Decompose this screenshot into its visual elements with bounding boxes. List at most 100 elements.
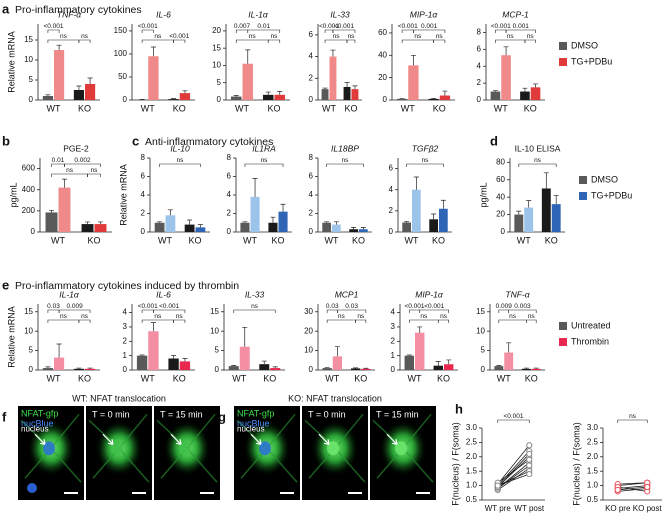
bar <box>330 57 337 100</box>
chart-title: IL-1α <box>248 9 269 19</box>
sig-label: 0.009 <box>496 303 513 310</box>
y-tick-label: 0 <box>29 365 34 374</box>
error-bar <box>157 222 162 223</box>
error-bar <box>352 86 357 89</box>
y-tick-label: 4 <box>309 190 314 199</box>
bar <box>263 95 274 100</box>
y-tick-label: 3.0 <box>587 423 599 432</box>
bar <box>322 223 331 232</box>
bar <box>148 56 158 100</box>
error-bar <box>281 204 286 211</box>
sig-label: ns <box>422 157 430 164</box>
legend-swatch <box>579 192 587 200</box>
sig-label: ns <box>81 33 89 40</box>
y-tick-label: 150 <box>114 26 128 35</box>
bar <box>491 92 501 100</box>
sig-label: ns <box>440 313 448 320</box>
y-tick-label: 0 <box>383 95 388 104</box>
legend-label: DMSO <box>571 40 598 50</box>
sig-bracket <box>174 40 185 43</box>
error-bar <box>262 361 267 364</box>
y-tick-label: 1 <box>123 351 128 360</box>
y-tick-label: 4 <box>141 190 146 199</box>
bar <box>429 219 438 232</box>
error-bar <box>234 96 239 97</box>
pair-line <box>498 451 530 486</box>
error-bar <box>88 78 93 84</box>
x-tick-label: KO <box>545 235 558 245</box>
bar <box>552 204 561 232</box>
sig-label: <0.001 <box>138 303 158 310</box>
y-tick-label: 5 <box>481 346 486 355</box>
y-tick-label: 6 <box>227 172 232 181</box>
bar <box>440 96 450 100</box>
bar <box>54 50 64 100</box>
legend-label: Untreated <box>571 320 611 330</box>
error-bar <box>361 227 366 229</box>
sig-bracket <box>347 40 355 43</box>
sig-bracket <box>48 30 59 33</box>
sig-label: <0.001 <box>398 23 418 30</box>
bar <box>243 64 254 100</box>
bar <box>524 208 533 232</box>
sig-bracket <box>79 320 90 323</box>
sig-label: ns <box>81 313 89 320</box>
sig-bracket <box>495 40 525 43</box>
error-bar <box>411 55 416 65</box>
bar <box>85 84 95 100</box>
x-tick-label: WT <box>141 103 155 113</box>
chart-title: IL-33 <box>245 289 265 299</box>
sig-bracket <box>434 40 445 43</box>
x-tick-label: KO post <box>633 504 663 513</box>
y-tick-label: 0.5 <box>587 495 599 504</box>
legend-swatch <box>559 58 567 66</box>
sig-label: 0.003 <box>514 303 531 310</box>
error-bar <box>76 86 81 90</box>
point <box>527 457 532 462</box>
x-tick-label: KO <box>524 103 537 113</box>
y-tick-label: 100 <box>114 49 128 58</box>
point <box>495 483 500 488</box>
legend-label: TG+PDBu <box>591 190 632 200</box>
x-tick-label: KO <box>344 103 357 113</box>
y-tick-label: 4 <box>477 61 482 70</box>
point <box>645 484 650 489</box>
sig-label: ns <box>357 313 365 320</box>
chart-title: IL-33 <box>330 9 350 19</box>
y-tick-label: 2 <box>309 209 314 218</box>
error-bar <box>171 356 176 359</box>
sig-label: ns <box>338 313 346 320</box>
chart-title: IL-1α <box>59 289 80 299</box>
legend-label: TG+PDBu <box>571 56 612 66</box>
error-bar <box>242 222 247 223</box>
sig-label: ns <box>60 313 68 320</box>
y-tick-label: 4 <box>123 308 128 317</box>
bar <box>229 366 239 370</box>
x-tick-label: WT <box>47 103 61 113</box>
sig-label: <0.001 <box>169 33 189 40</box>
point <box>527 463 532 468</box>
section-title: Pro-inflammatory cytokines induced by th… <box>15 280 239 292</box>
y-tick-label: 2.5 <box>587 438 599 447</box>
bar <box>501 55 511 100</box>
bar <box>532 369 541 370</box>
error-bar <box>446 360 451 364</box>
sig-label: <0.001 <box>404 303 424 310</box>
y-tick-label: 3 <box>391 322 396 331</box>
error-bar <box>533 84 538 87</box>
sig-bracket <box>142 40 174 43</box>
error-bar <box>436 361 441 365</box>
y-tick-label: 600 <box>22 164 36 173</box>
y-tick-label: 0 <box>29 95 34 104</box>
y-axis-label: F(nucleus) / F(soma) <box>571 422 581 506</box>
y-tick-label: 15 <box>212 43 221 52</box>
point <box>527 443 532 448</box>
legend-label: Thrombin <box>571 336 609 346</box>
y-tick-label: 20 <box>496 210 505 219</box>
x-tick-label: WT <box>322 103 336 113</box>
error-bar <box>534 368 539 369</box>
time-label: T = 0 min <box>92 409 130 419</box>
sig-label: ns <box>528 313 536 320</box>
error-bar <box>151 47 156 56</box>
